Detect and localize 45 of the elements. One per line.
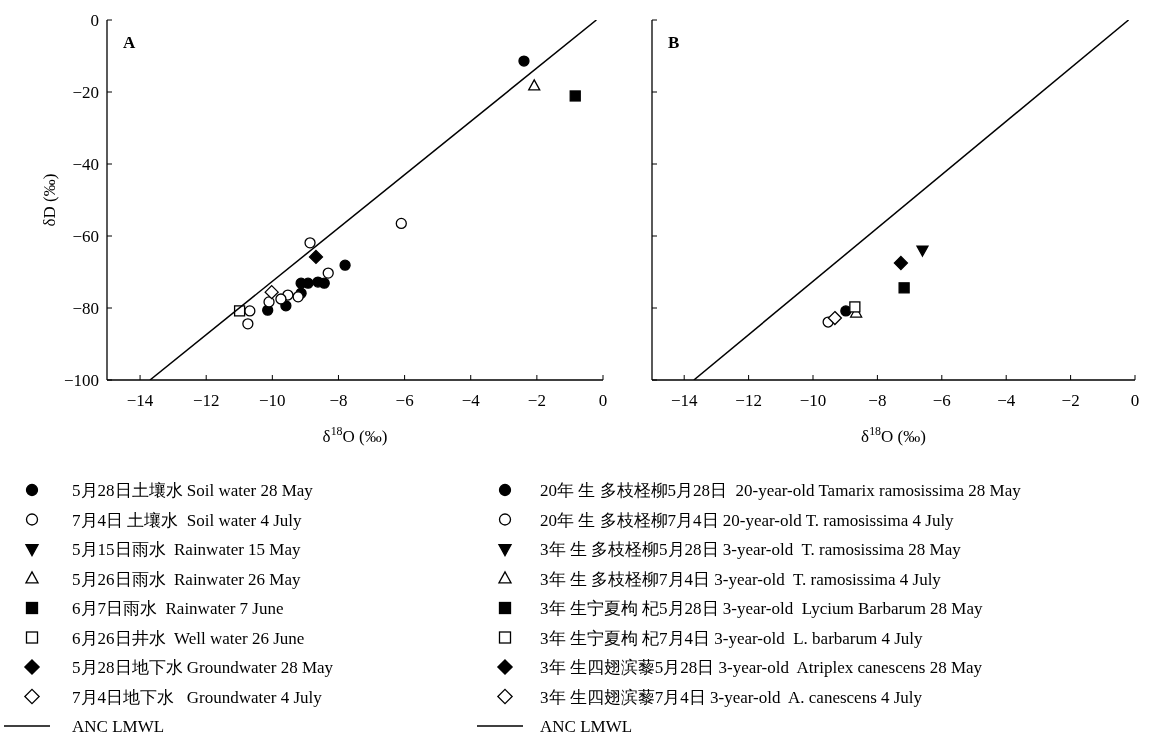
legend-label: 3年 生 多枝柽柳5月28日 3-year-old T. ramosissima 28 May: [540, 540, 962, 559]
x-tick-label: −12: [735, 391, 762, 410]
legend-label: 20年 生 多枝柽柳7月4日 20-year-old T. ramosissima 4 July: [540, 510, 955, 530]
x-tick-label: −10: [259, 391, 286, 410]
y-tick-label: −80: [72, 299, 99, 318]
legend-label: 20年 生 多枝柽柳5月28日 20-year-old Tamarix ramosissima 28 May: [540, 481, 1022, 500]
x-axis-title: δ$^{18}$O (‰): [861, 424, 926, 446]
y-tick-label: −100: [63, 371, 99, 390]
y-tick-label: 0: [90, 11, 99, 30]
legend-label: 3年 生宁夏枸 杞5月28日 3-year-old Lycium Barbarum 28 May: [540, 599, 984, 618]
x-tick-label: −10: [799, 391, 827, 410]
x-tick-label: −12: [192, 391, 220, 410]
x-tick-label: −14: [670, 391, 698, 410]
legend-label: 7月4日 土壤水 Soil water 4 July: [72, 510, 302, 530]
legend-label: 3年 生宁夏枸 杞7月4日 3-year-old L. barbarum 4 July: [540, 628, 924, 648]
legend-label: 5月26日雨水 Rainwater 26 May: [72, 569, 302, 589]
legend-label: 6月7日雨水 Rainwater 7 June: [72, 599, 284, 618]
legend-label: 7月4日地下水 Groundwater 4 July: [72, 687, 323, 707]
legend-label: ANC LMWL: [540, 717, 633, 736]
y-axis-title: δD (‰): [40, 173, 59, 227]
y-tick-label: −60: [72, 227, 99, 246]
legend-label: 3年 生四翅滨藜7月4日 3-year-old A. canescens 4 July: [540, 687, 923, 707]
x-tick-label: −4: [461, 391, 481, 410]
text: A: [123, 33, 136, 52]
x-tick-label: −2: [1061, 391, 1080, 410]
y-tick-label: −40: [72, 155, 99, 174]
legend-label: 5月15日雨水 Rainwater 15 May: [72, 540, 302, 559]
x-tick-label: 0: [1130, 391, 1140, 410]
legend-label: 5月28日地下水 Groundwater 28 May: [72, 658, 334, 677]
x-tick-label: 0: [598, 391, 608, 410]
x-tick-label: −4: [997, 391, 1016, 410]
x-tick-label: −6: [932, 391, 951, 410]
x-tick-label: −6: [395, 391, 414, 410]
legend-label: 3年 生 多枝柽柳7月4日 3-year-old T. ramosissima 4 July: [540, 569, 942, 589]
x-tick-label: −2: [527, 391, 546, 410]
x-axis-title: δ$^{18}$O (‰): [322, 424, 388, 446]
legend-label: 3年 生四翅滨藜5月28日 3-year-old Atriplex canescens 28 May: [540, 658, 983, 677]
x-tick-label: −14: [126, 391, 154, 410]
x-tick-label: −8: [868, 391, 887, 410]
legend-label: 6月26日井水 Well water 26 June: [72, 628, 305, 648]
legend-label: ANC LMWL: [72, 717, 165, 736]
x-tick-label: −8: [329, 391, 348, 410]
text: B: [668, 33, 680, 52]
y-tick-label: −20: [72, 83, 99, 102]
legend-label: 5月28日土壤水 Soil water 28 May: [72, 481, 314, 500]
